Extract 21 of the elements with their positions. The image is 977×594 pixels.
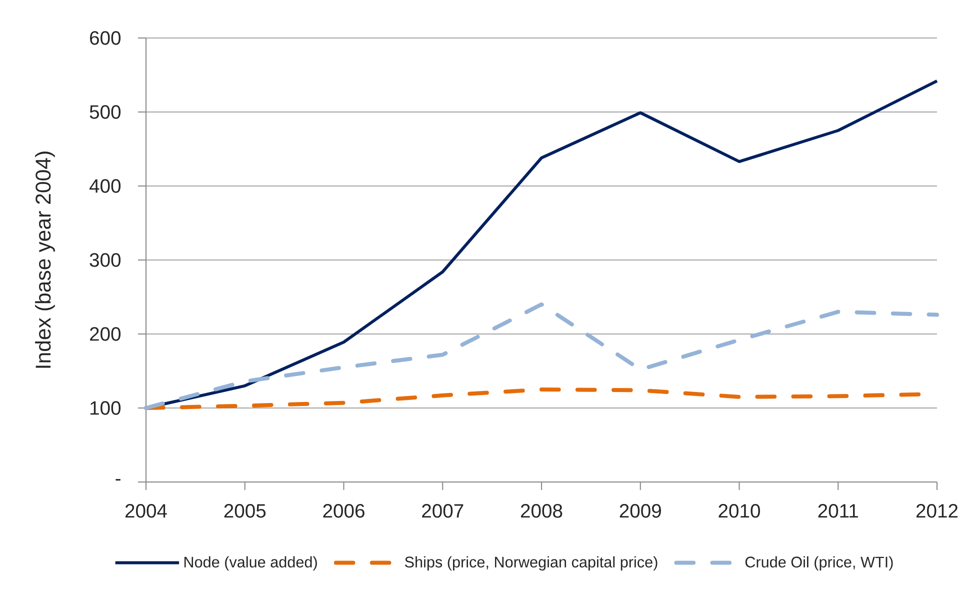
legend-label: Node (value added) — [184, 556, 317, 571]
x-tick-label: 2004 — [125, 504, 167, 518]
legend-label: Crude Oil (price, WTI) — [745, 556, 893, 571]
x-tick-label: 2009 — [620, 504, 661, 518]
y-tick-label: 300 — [90, 253, 121, 267]
x-tick-label: 2005 — [224, 504, 266, 518]
y-tick-label: 600 — [90, 31, 121, 45]
x-tick-label: 2010 — [718, 504, 760, 518]
y-tick-label: 200 — [90, 327, 121, 341]
x-tick-label: 2006 — [323, 504, 364, 518]
y-tick-label: 500 — [90, 105, 121, 119]
x-tick-label: 2011 — [818, 504, 858, 518]
legend-label: Ships (price, Norwegian capital price) — [404, 556, 658, 571]
x-tick-label: 2012 — [916, 504, 958, 518]
y-axis-title: Index (base year 2004) — [35, 152, 55, 368]
line-series — [144, 302, 940, 410]
y-tick-label: - — [116, 479, 120, 481]
x-tick-label: 2007 — [422, 504, 464, 518]
y-tick-label: 400 — [89, 179, 121, 193]
y-tick-label: 100 — [90, 401, 121, 415]
x-tick-label: 2008 — [520, 504, 562, 518]
